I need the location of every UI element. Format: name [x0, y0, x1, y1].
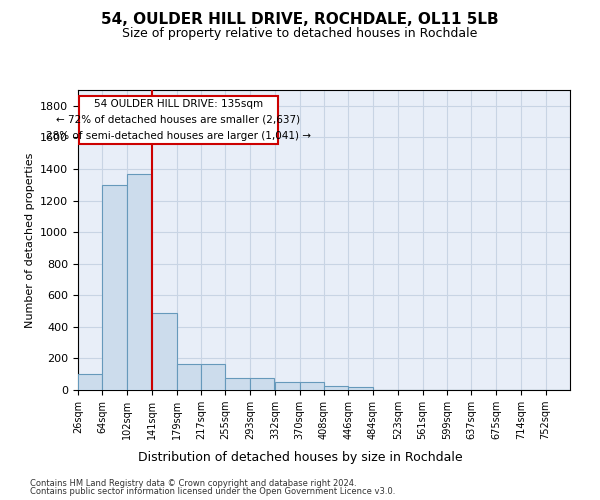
Bar — [127, 174, 151, 390]
Bar — [201, 364, 226, 390]
Text: Size of property relative to detached houses in Rochdale: Size of property relative to detached ho… — [122, 28, 478, 40]
Bar — [324, 386, 349, 390]
Bar — [299, 382, 324, 390]
Text: 54, OULDER HILL DRIVE, ROCHDALE, OL11 5LB: 54, OULDER HILL DRIVE, ROCHDALE, OL11 5L… — [101, 12, 499, 28]
Bar — [103, 184, 127, 390]
Bar — [226, 378, 250, 390]
Text: Contains public sector information licensed under the Open Government Licence v3: Contains public sector information licen… — [30, 487, 395, 496]
Bar — [176, 364, 201, 390]
Text: Contains HM Land Registry data © Crown copyright and database right 2024.: Contains HM Land Registry data © Crown c… — [30, 478, 356, 488]
Y-axis label: Number of detached properties: Number of detached properties — [25, 152, 35, 328]
Bar — [275, 382, 299, 390]
Bar — [349, 387, 373, 390]
Bar — [78, 374, 103, 390]
Bar — [250, 378, 274, 390]
Text: 54 OULDER HILL DRIVE: 135sqm
← 72% of detached houses are smaller (2,637)
28% of: 54 OULDER HILL DRIVE: 135sqm ← 72% of de… — [46, 100, 311, 140]
Bar — [152, 312, 176, 390]
FancyBboxPatch shape — [79, 96, 278, 144]
Text: Distribution of detached houses by size in Rochdale: Distribution of detached houses by size … — [137, 451, 463, 464]
